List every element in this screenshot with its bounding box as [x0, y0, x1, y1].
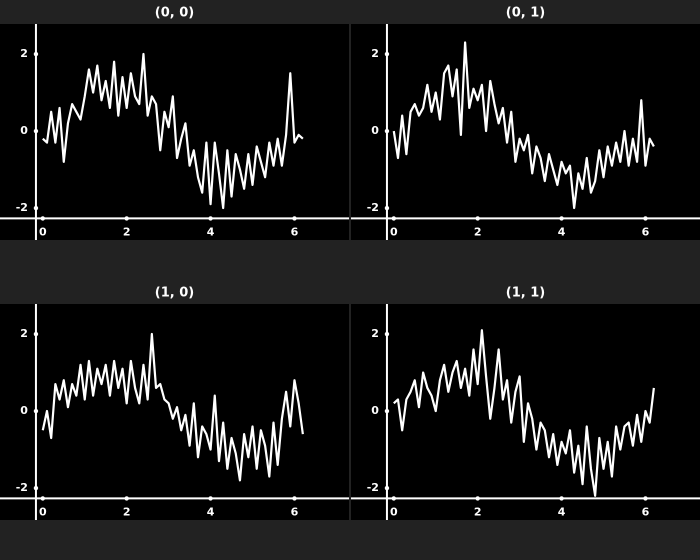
y-tick	[33, 485, 39, 491]
x-tick-label: 6	[642, 505, 650, 518]
y-tick-label: 0	[371, 404, 379, 417]
y-tick-label: -2	[367, 481, 379, 494]
subplot-title: (0, 1)	[506, 6, 545, 21]
y-tick	[384, 485, 390, 491]
y-tick-label: 2	[20, 47, 28, 60]
data-line	[393, 329, 655, 497]
y-tick-label: 0	[20, 404, 28, 417]
x-tick	[40, 216, 45, 221]
x-tick	[643, 496, 648, 501]
y-tick	[33, 331, 39, 337]
x-tick	[391, 216, 396, 221]
subplot-title: (1, 0)	[155, 286, 194, 301]
y-tick	[33, 51, 39, 57]
y-tick-label: 0	[371, 124, 379, 137]
x-tick	[124, 216, 129, 221]
y-tick	[33, 408, 39, 414]
x-tick	[643, 216, 648, 221]
subplot-title: (0, 0)	[155, 6, 194, 21]
x-tick-label: 2	[474, 225, 482, 238]
y-tick-label: 2	[20, 327, 28, 340]
x-tick-label: 4	[207, 225, 215, 238]
y-tick	[384, 408, 390, 414]
x-tick	[391, 496, 396, 501]
y-tick-label: 0	[20, 124, 28, 137]
x-tick	[124, 496, 129, 501]
x-tick-label: 4	[558, 225, 566, 238]
data-line	[41, 332, 304, 482]
x-tick-label: 4	[207, 505, 215, 518]
y-tick-label: 2	[371, 327, 379, 340]
axes-background	[351, 304, 700, 520]
y-tick	[384, 128, 390, 134]
y-tick-label: -2	[367, 201, 379, 214]
y-tick-label: -2	[16, 201, 28, 214]
y-tick	[33, 205, 39, 211]
x-tick-label: 6	[291, 225, 299, 238]
y-tick-label: -2	[16, 481, 28, 494]
x-tick	[559, 216, 564, 221]
y-tick-label: 2	[371, 47, 379, 60]
y-tick	[384, 205, 390, 211]
x-tick-label: 2	[123, 225, 131, 238]
x-tick-label: 0	[39, 225, 47, 238]
x-tick-label: 2	[123, 505, 131, 518]
x-tick	[292, 216, 297, 221]
data-line	[42, 52, 304, 210]
x-tick-label: 0	[39, 505, 47, 518]
x-tick-label: 0	[390, 505, 398, 518]
x-tick-label: 6	[291, 505, 299, 518]
x-tick	[40, 496, 45, 501]
x-tick-label: 4	[558, 505, 566, 518]
x-tick	[475, 496, 480, 501]
x-tick	[475, 216, 480, 221]
subplot-title: (1, 1)	[506, 286, 545, 301]
x-tick	[208, 496, 213, 501]
x-tick	[292, 496, 297, 501]
data-line	[392, 41, 655, 210]
x-tick-label: 0	[390, 225, 398, 238]
x-tick-label: 6	[642, 225, 650, 238]
x-tick	[208, 216, 213, 221]
x-tick-label: 2	[474, 505, 482, 518]
y-tick	[384, 51, 390, 57]
y-tick	[33, 128, 39, 134]
y-tick	[384, 331, 390, 337]
x-tick	[559, 496, 564, 501]
